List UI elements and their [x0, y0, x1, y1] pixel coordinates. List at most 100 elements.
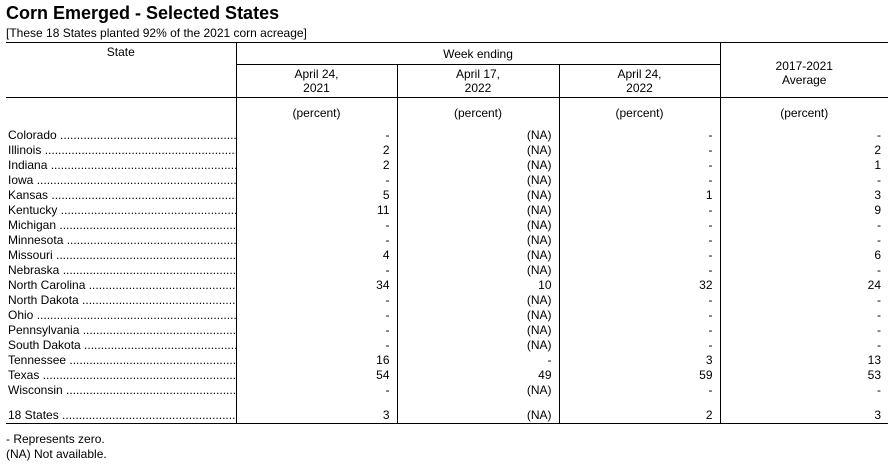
state-column-header: State	[6, 42, 236, 98]
state-name: Colorado	[8, 128, 57, 142]
value-cell: 2	[235, 158, 397, 173]
value-cell: -	[558, 128, 720, 143]
value-cell: (NA)	[396, 263, 559, 278]
value-cell: (NA)	[396, 128, 559, 143]
value-cell: -	[235, 338, 397, 353]
leader-dots: ........................................…	[66, 383, 236, 397]
table-row: South Dakota ...........................…	[6, 338, 888, 353]
table-row: North Carolina .........................…	[6, 278, 888, 293]
state-name-cell: Iowa ...................................…	[6, 173, 236, 188]
state-name: Tennessee	[8, 353, 67, 367]
state-name-cell: 18 States ..............................…	[6, 408, 236, 424]
value-cell: -	[719, 293, 888, 308]
value-cell: (NA)	[396, 338, 559, 353]
value-cell: -	[235, 233, 397, 248]
leader-dots: ........................................…	[82, 323, 236, 337]
value-cell: 3	[235, 408, 397, 424]
value-cell: 2	[558, 408, 720, 424]
value-cell: -	[719, 173, 888, 188]
value-cell: -	[235, 308, 397, 323]
value-cell: -	[719, 218, 888, 233]
value-cell: -	[719, 128, 888, 143]
value-cell: 2	[235, 143, 397, 158]
table-row: Missouri ...............................…	[6, 248, 888, 263]
value-cell: (NA)	[396, 293, 559, 308]
leader-dots: ........................................…	[66, 233, 236, 247]
state-name: Indiana	[8, 158, 48, 172]
value-cell: (NA)	[396, 218, 559, 233]
state-name: Wisconsin	[8, 383, 63, 397]
value-cell: -	[558, 263, 720, 278]
value-cell: -	[396, 353, 559, 368]
table-row: Michigan ...............................…	[6, 218, 888, 233]
leader-dots: ........................................…	[62, 263, 236, 277]
leader-dots: ........................................…	[84, 338, 236, 352]
state-name-cell: Pennsylvania ...........................…	[6, 323, 236, 338]
value-cell: -	[235, 323, 397, 338]
value-cell: (NA)	[396, 383, 559, 398]
state-name: Nebraska	[8, 263, 60, 277]
col-header-apr17-2022: April 17, 2022	[396, 64, 559, 98]
value-cell: (NA)	[396, 158, 559, 173]
state-name: Pennsylvania	[8, 323, 80, 337]
leader-dots: ........................................…	[44, 143, 236, 157]
corn-emerged-table: State Week ending 2017-2021 Average Apri…	[6, 42, 888, 424]
leader-dots: ........................................…	[62, 408, 236, 422]
value-cell: -	[719, 323, 888, 338]
state-name-cell: Michigan ...............................…	[6, 218, 236, 233]
state-name-cell: Wisconsin ..............................…	[6, 383, 236, 398]
state-name: South Dakota	[8, 338, 81, 352]
value-cell: (NA)	[396, 233, 559, 248]
value-cell: 9	[719, 203, 888, 218]
value-cell: 1	[719, 158, 888, 173]
value-cell: -	[235, 173, 397, 188]
state-name-cell: Minnesota ..............................…	[6, 233, 236, 248]
value-cell: -	[719, 338, 888, 353]
value-cell: -	[558, 323, 720, 338]
table-row: Indiana ................................…	[6, 158, 888, 173]
value-cell: -	[719, 308, 888, 323]
state-name: Ohio	[8, 308, 34, 322]
value-cell: 49	[396, 368, 559, 383]
leader-dots: ........................................…	[36, 173, 236, 187]
value-cell: 53	[719, 368, 888, 383]
value-cell: 1	[558, 188, 720, 203]
footnote-zero: - Represents zero.	[6, 432, 105, 446]
value-cell: 3	[558, 353, 720, 368]
value-cell: 24	[719, 278, 888, 293]
spacer-row	[6, 398, 888, 408]
table-row: Ohio ...................................…	[6, 308, 888, 323]
leader-dots: ........................................…	[69, 353, 236, 367]
state-name-cell: Tennessee ..............................…	[6, 353, 236, 368]
value-cell: -	[558, 248, 720, 263]
value-cell: -	[558, 218, 720, 233]
leader-dots: ........................................…	[42, 368, 236, 382]
value-cell: -	[235, 218, 397, 233]
value-cell: -	[719, 263, 888, 278]
week-ending-header: Week ending	[235, 42, 720, 65]
table-row: Illinois ...............................…	[6, 143, 888, 158]
table-row: Kentucky ...............................…	[6, 203, 888, 218]
col-header-apr24-2021: April 24, 2021	[235, 64, 397, 98]
state-name-cell: South Dakota ...........................…	[6, 338, 236, 353]
value-cell: 16	[235, 353, 397, 368]
state-name: North Dakota	[8, 293, 79, 307]
state-name-cell: Illinois ...............................…	[6, 143, 236, 158]
state-name-cell: Indiana ................................…	[6, 158, 236, 173]
value-cell: -	[558, 383, 720, 398]
leader-dots: ........................................…	[60, 203, 236, 217]
state-name-cell: Ohio ...................................…	[6, 308, 236, 323]
state-name-cell: North Dakota ...........................…	[6, 293, 236, 308]
value-cell: 3	[719, 188, 888, 203]
value-cell: 10	[396, 278, 559, 293]
state-name: Minnesota	[8, 233, 64, 247]
col-header-apr24-2022: April 24, 2022	[558, 64, 720, 98]
state-name: Iowa	[8, 173, 34, 187]
value-cell: 32	[558, 278, 720, 293]
state-name-cell: Texas ..................................…	[6, 368, 236, 383]
table-row: Minnesota ..............................…	[6, 233, 888, 248]
value-cell: -	[719, 383, 888, 398]
value-cell: 13	[719, 353, 888, 368]
page-title: Corn Emerged - Selected States	[6, 3, 280, 23]
state-name: Kentucky	[8, 203, 58, 217]
